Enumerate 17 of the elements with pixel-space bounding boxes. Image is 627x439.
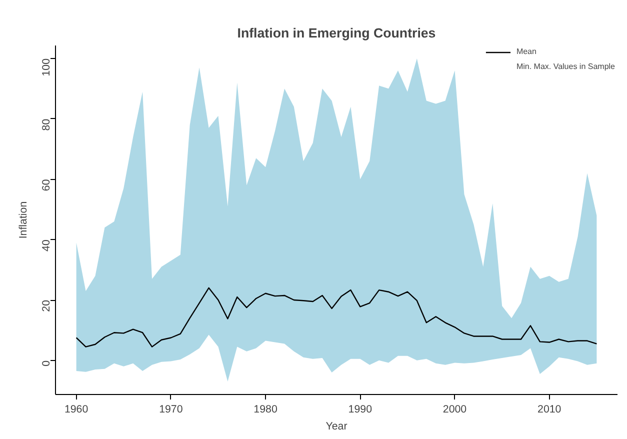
x-tick-label: 1970 — [159, 404, 183, 416]
chart-title: Inflation in Emerging Countries — [237, 26, 436, 40]
x-tick-label: 1990 — [348, 404, 372, 416]
x-tick-label: 1980 — [254, 404, 278, 416]
x-tick-label: 2000 — [442, 404, 467, 416]
y-tick-label: 80 — [40, 118, 52, 131]
y-tick-label: 60 — [40, 179, 52, 192]
y-tick-label: 0 — [40, 360, 52, 366]
x-axis-title: Year — [326, 420, 348, 432]
y-tick-label: 40 — [40, 240, 52, 252]
legend-label: Mean — [516, 47, 536, 56]
x-tick-label: 2010 — [538, 404, 562, 416]
y-tick-label: 20 — [40, 300, 52, 312]
annotation: Min. Max. Values in Sample — [516, 62, 615, 71]
x-tick-label: 1960 — [64, 404, 88, 416]
y-axis-title: Inflation — [18, 201, 30, 239]
y-tick-label: 100 — [40, 58, 52, 76]
